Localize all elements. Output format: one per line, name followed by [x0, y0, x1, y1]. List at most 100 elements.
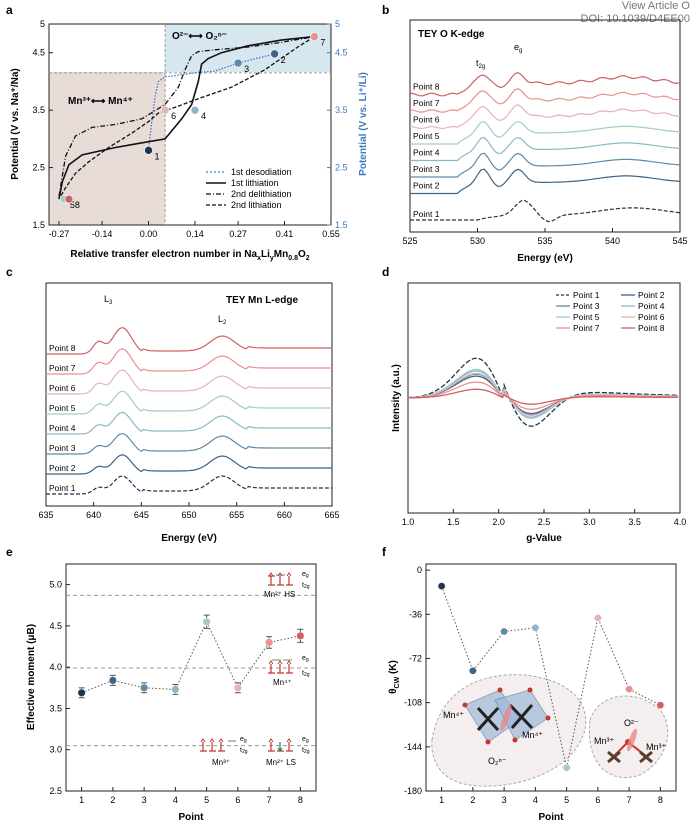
eg-label-mn3: eg — [240, 736, 247, 744]
series-c-point-1 — [46, 475, 332, 495]
legend-a-3: 2nd delithiation — [231, 189, 292, 199]
series-b-point-8 — [409, 71, 681, 97]
legend-a: 1st desodiation 1st lithiation 2nd delit… — [206, 167, 292, 210]
panel-e: e 1 2 3 4 5 6 7 8 2.5 3.0 3.5 4.0 4.5 5.0 Mn²⁺ HS eg … — [6, 545, 317, 823]
y-tick-label: 3.5 — [49, 703, 62, 713]
panel-b: b TEY O K-edge t2g eg Point 1 Point 2 Poin… — [382, 3, 688, 264]
inset2-mn-right: Mn³⁺ — [646, 742, 666, 752]
state-point-8 — [64, 194, 74, 204]
series-d-point-8 — [408, 388, 679, 405]
theta-point-6 — [594, 614, 602, 622]
state-point-3 — [233, 58, 243, 68]
x-tick-label: 2 — [110, 795, 115, 805]
y-tick-label: 5 — [40, 19, 45, 29]
ylabel-a-right: Potential (V vs. Li⁺/Li) — [358, 72, 369, 176]
state-point-1 — [144, 146, 153, 155]
series-b-label: Point 4 — [413, 148, 440, 158]
x-tick-label: 645 — [134, 510, 149, 520]
y-tick-label: 3.0 — [49, 745, 62, 755]
orbital-hs: Mn²⁺ HS eg t2g — [264, 571, 310, 599]
series-c-label: Point 4 — [49, 423, 76, 433]
y2-tick-label: 3.5 — [335, 105, 348, 115]
state-point-7 — [310, 32, 319, 41]
y-tick-label: 4.5 — [49, 621, 62, 631]
legend-a-2: 1st lithiation — [231, 178, 279, 188]
x-tick-label: -0.27 — [49, 229, 70, 239]
xlabel-a: Relative transfer electron number in Nax… — [70, 249, 309, 262]
eg-label-hs: eg — [302, 571, 309, 579]
x-tick-label: 7 — [627, 795, 632, 805]
moment-point-3 — [140, 683, 149, 692]
region-right-text: O²⁻⟷ O₂ⁿ⁻ — [172, 31, 227, 42]
series-b-point-3 — [410, 152, 681, 178]
axes-f — [425, 563, 677, 792]
series-c-label: Point 5 — [49, 403, 76, 413]
orbital-ls: Mn²⁺ LS eg t2g — [266, 736, 310, 767]
theta-point-8 — [656, 701, 665, 709]
x-tick-label: 1.0 — [402, 517, 415, 527]
title-c: TEY Mn L-edge — [226, 295, 298, 306]
title-b: TEY O K-edge — [418, 29, 485, 40]
x-tick-label: 2.0 — [492, 517, 505, 527]
x-tick-label: 535 — [537, 236, 552, 246]
x-tick-label: 4 — [533, 795, 538, 805]
y-tick-label: 0 — [417, 565, 422, 575]
x-tick-label: 8 — [658, 795, 663, 805]
x-tick-label: 2 — [470, 795, 475, 805]
connector-e — [81, 620, 301, 694]
state-point-4 — [190, 105, 200, 115]
legend-d-label: Point 6 — [638, 312, 665, 322]
xlabel-c: Energy (eV) — [161, 533, 217, 544]
y2-tick-label: 2.5 — [335, 163, 348, 173]
state-point-2 — [270, 49, 279, 59]
region-left-text: Mn³⁺⟷ Mn⁴⁺ — [68, 96, 133, 107]
legend-d-label: Point 3 — [573, 301, 600, 311]
state-label-8: 8 — [75, 200, 80, 210]
y-tick-label: 1.5 — [32, 220, 45, 230]
series-a-4 — [58, 36, 315, 200]
panel-label-e: e — [6, 545, 13, 559]
inset2-o: O²⁻ — [624, 718, 639, 728]
ann-mn3: Mn³⁺ — [212, 758, 230, 767]
y-tick-label: 4.5 — [32, 48, 45, 58]
moment-point-2 — [108, 676, 117, 685]
series-b-point-1 — [410, 199, 681, 223]
series-b-point-6 — [409, 104, 681, 130]
state-label-3: 3 — [244, 64, 249, 74]
series-a-1 — [147, 53, 275, 151]
eg-label-ls: eg — [302, 736, 309, 744]
state-label-7: 7 — [320, 38, 325, 48]
y-tick-label: -144 — [404, 742, 422, 752]
series-c-label: Point 8 — [49, 343, 76, 353]
x-tick-label: 545 — [672, 236, 687, 246]
state-label-5: 5 — [70, 200, 75, 210]
article-overlay[interactable]: View Article O DOI: 10.1039/D4EE00 — [581, 0, 690, 26]
inset-peroxo: Mn⁴⁺ Mn⁴⁺ O₂ⁿ⁻ — [431, 674, 587, 787]
series-c-point-2 — [46, 454, 332, 475]
moment-point-5 — [202, 617, 211, 626]
series-a-2 — [58, 35, 315, 200]
x-tick-label: 1 — [79, 795, 84, 805]
moment-point-4 — [171, 685, 180, 694]
inset-oxo: O²⁻ Mn³⁺ Mn³⁺ — [588, 695, 669, 779]
x-tick-label: 0.55 — [322, 229, 340, 239]
series-c-label: Point 1 — [49, 483, 76, 493]
legend-d-label: Point 2 — [638, 290, 665, 300]
t2g-label-hs: t2g — [302, 582, 310, 590]
series-c-point-5 — [46, 390, 332, 415]
x-tick-label: 1 — [439, 795, 444, 805]
view-article-link[interactable]: View Article O — [621, 0, 690, 12]
inset1-mn-right: Mn⁴⁺ — [522, 730, 543, 740]
state-label-4: 4 — [201, 111, 206, 121]
legend-a-4: 2nd lithiation — [231, 200, 282, 210]
state-label-2: 2 — [281, 55, 286, 65]
y-tick-label: -108 — [404, 698, 422, 708]
x-tick-label: 540 — [605, 236, 620, 246]
x-tick-label: 635 — [38, 510, 53, 520]
x-tick-label: 0.41 — [276, 229, 294, 239]
panel-a: a 1 2 3 4 5 6 7 8 -0.27 -0.14 0.00 0.14 0.27 0.41 0.5… — [6, 3, 369, 262]
moment-point-7 — [265, 638, 274, 647]
series-c-label: Point 3 — [49, 443, 76, 453]
eg-label-mn4: eg — [302, 655, 309, 663]
